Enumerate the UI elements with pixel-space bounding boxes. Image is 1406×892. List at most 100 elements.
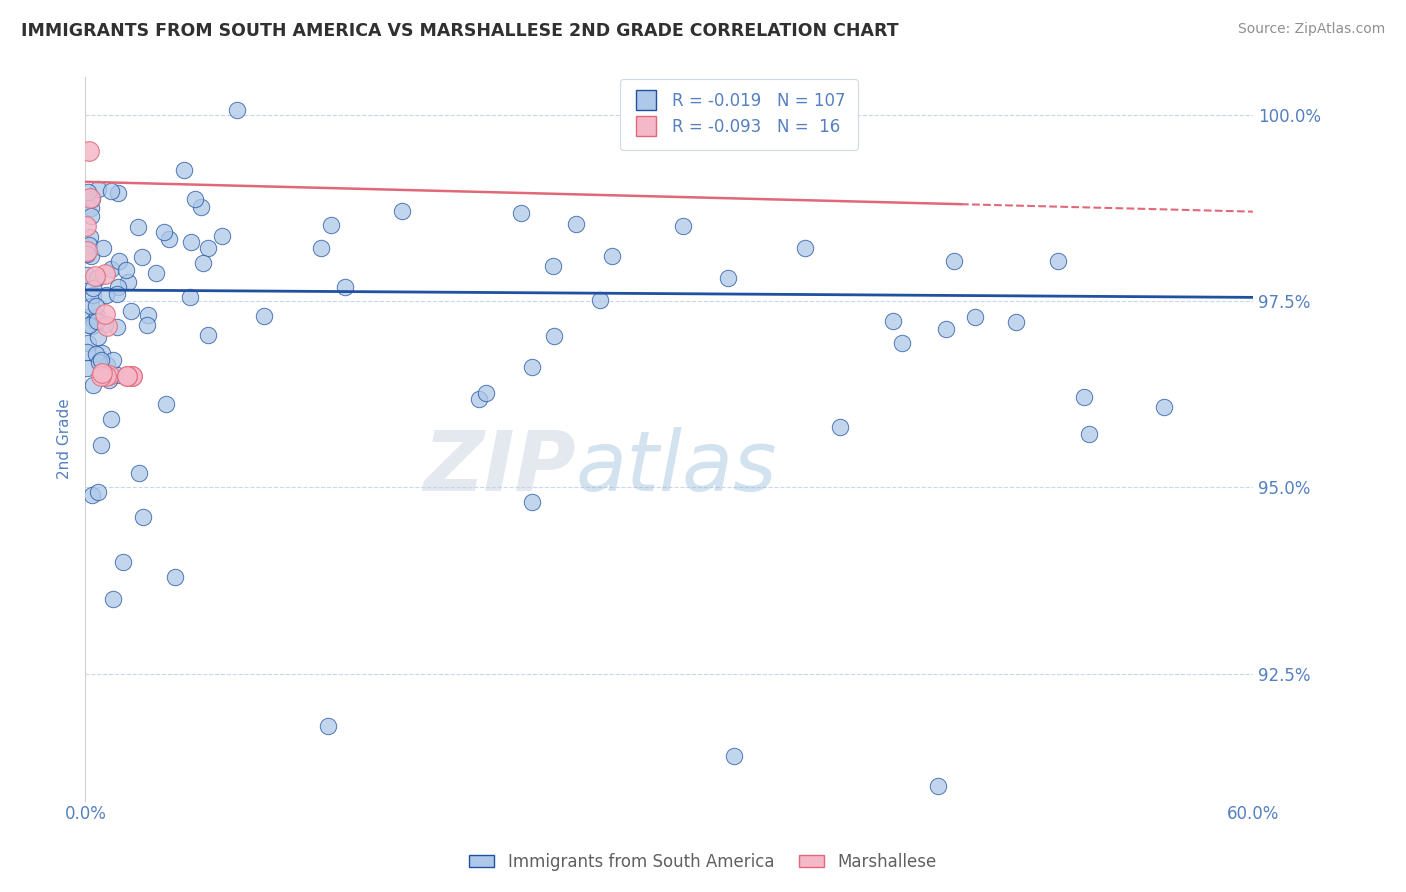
Point [316, 719, 339, 733]
Point [672, 219, 695, 234]
Point [319, 218, 342, 232]
Point [114, 263, 136, 277]
Point [131, 250, 153, 264]
Point [522, 359, 544, 374]
Point [89, 355, 111, 369]
Point [93, 307, 115, 321]
Point [963, 310, 986, 324]
Point [76, 344, 98, 359]
Point [1004, 315, 1026, 329]
Point [77, 318, 100, 333]
Point [391, 204, 413, 219]
Point [564, 217, 586, 231]
Point [153, 225, 176, 239]
Point [509, 206, 531, 220]
Point [136, 318, 159, 332]
Point [87, 485, 110, 500]
Point [253, 309, 276, 323]
Point [105, 287, 128, 301]
Legend: R = -0.019   N = 107, R = -0.093   N =  16: R = -0.019 N = 107, R = -0.093 N = 16 [620, 78, 859, 150]
Point [80, 209, 103, 223]
Point [101, 353, 124, 368]
Point [91, 366, 114, 380]
Point [112, 555, 135, 569]
Point [159, 232, 181, 246]
Point [675, 105, 697, 120]
Point [543, 259, 565, 273]
Point [211, 228, 233, 243]
Point [77, 144, 100, 158]
Point [90, 438, 112, 452]
Point [105, 368, 128, 382]
Point [80, 250, 103, 264]
Point [94, 317, 117, 331]
Point [333, 279, 356, 293]
Point [600, 249, 623, 263]
Point [91, 241, 114, 255]
Point [96, 358, 118, 372]
Point [75, 219, 97, 234]
Text: atlas: atlas [575, 427, 778, 508]
Point [121, 368, 143, 383]
Point [76, 360, 98, 375]
Point [100, 412, 122, 426]
Point [117, 275, 139, 289]
Point [84, 269, 107, 284]
Point [155, 397, 177, 411]
Point [197, 241, 219, 255]
Point [793, 241, 815, 255]
Point [86, 299, 108, 313]
Point [1046, 253, 1069, 268]
Text: ZIP: ZIP [423, 427, 575, 508]
Point [717, 271, 740, 285]
Point [90, 368, 112, 383]
Point [94, 288, 117, 302]
Point [163, 570, 186, 584]
Point [82, 378, 104, 392]
Point [76, 310, 98, 324]
Point [100, 261, 122, 276]
Point [82, 488, 104, 502]
Point [115, 368, 138, 383]
Point [520, 495, 543, 509]
Point [87, 330, 110, 344]
Point [132, 510, 155, 524]
Point [98, 373, 121, 387]
Point [77, 185, 100, 199]
Point [145, 266, 167, 280]
Point [96, 319, 118, 334]
Point [86, 309, 108, 323]
Point [94, 368, 117, 383]
Point [87, 182, 110, 196]
Point [86, 314, 108, 328]
Point [830, 420, 852, 434]
Point [127, 219, 149, 234]
Point [121, 368, 143, 383]
Point [90, 353, 112, 368]
Point [121, 304, 143, 318]
Point [589, 293, 612, 308]
Point [543, 328, 565, 343]
Point [100, 184, 122, 198]
Point [79, 229, 101, 244]
Point [101, 592, 124, 607]
Point [128, 466, 150, 480]
Point [82, 281, 104, 295]
Point [942, 254, 965, 268]
Point [173, 163, 195, 178]
Point [179, 290, 201, 304]
Point [136, 308, 159, 322]
Point [190, 200, 212, 214]
Point [107, 186, 129, 200]
Point [723, 748, 745, 763]
Point [180, 235, 202, 250]
Point [105, 319, 128, 334]
Point [77, 238, 100, 252]
Point [1078, 427, 1101, 442]
Point [84, 347, 107, 361]
Point [474, 386, 496, 401]
Point [82, 288, 104, 302]
Legend: Immigrants from South America, Marshallese: Immigrants from South America, Marshalle… [461, 845, 945, 880]
Point [1153, 400, 1175, 414]
Point [82, 192, 104, 206]
